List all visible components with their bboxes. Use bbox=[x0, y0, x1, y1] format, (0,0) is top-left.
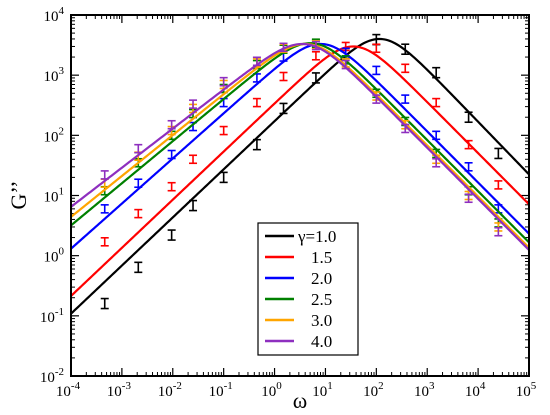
data-point bbox=[279, 42, 288, 53]
x-tick-label: 10-3 bbox=[107, 380, 132, 400]
series-line-2 bbox=[70, 45, 530, 297]
data-point bbox=[134, 143, 143, 154]
data-point bbox=[432, 157, 441, 168]
data-point bbox=[372, 65, 381, 76]
data-point bbox=[372, 94, 381, 104]
series-line-1 bbox=[70, 37, 530, 315]
x-axis-title: ω bbox=[293, 388, 307, 413]
data-point bbox=[252, 97, 261, 108]
data-point bbox=[401, 94, 410, 104]
y-tick-label: 100 bbox=[44, 246, 65, 266]
data-point bbox=[311, 72, 320, 84]
data-point bbox=[189, 154, 198, 165]
data-point bbox=[432, 66, 441, 79]
data-point bbox=[494, 147, 503, 160]
legend-label-2: 1.5 bbox=[311, 248, 332, 267]
y-tick-label: 102 bbox=[44, 125, 65, 145]
x-tick-label: 105 bbox=[516, 380, 537, 400]
legend-label-3: 2.0 bbox=[311, 269, 332, 288]
data-point bbox=[432, 97, 441, 108]
data-point bbox=[252, 56, 261, 67]
data-point bbox=[311, 40, 320, 51]
data-point bbox=[494, 180, 503, 190]
data-point bbox=[219, 125, 228, 136]
data-point bbox=[372, 43, 381, 54]
data-point bbox=[167, 181, 176, 192]
x-tick-label: 100 bbox=[261, 380, 282, 400]
data-point bbox=[219, 76, 228, 87]
data-point bbox=[134, 208, 143, 219]
data-point bbox=[401, 123, 410, 134]
data-point bbox=[464, 139, 473, 150]
x-tick-label: 102 bbox=[363, 380, 384, 400]
data-point bbox=[100, 204, 109, 214]
y-tick-label: 104 bbox=[44, 5, 65, 25]
legend-label-6: 4.0 bbox=[311, 332, 332, 351]
data-point bbox=[167, 119, 176, 130]
legend-label-5: 3.0 bbox=[311, 311, 332, 330]
y-tick-label: 101 bbox=[44, 186, 65, 206]
y-tick-label: 10-2 bbox=[40, 366, 64, 386]
data-point bbox=[134, 261, 143, 274]
data-point bbox=[252, 138, 261, 151]
y-tick-label: 103 bbox=[44, 65, 65, 85]
data-point bbox=[189, 99, 198, 109]
data-point bbox=[464, 161, 473, 172]
x-tick-label: 10-2 bbox=[158, 380, 182, 400]
legend-label-4: 2.5 bbox=[311, 290, 332, 309]
x-tick-label: 10-4 bbox=[56, 380, 81, 400]
data-point bbox=[100, 170, 109, 180]
tick-labels: 10-4 10-3 10-2 10-1 100 101 102 103 104 105 10-2 10… bbox=[40, 5, 537, 400]
data-point bbox=[432, 130, 441, 141]
data-point bbox=[494, 226, 503, 237]
series-layer bbox=[70, 33, 530, 315]
data-point bbox=[219, 171, 228, 184]
data-point bbox=[100, 237, 109, 247]
data-point bbox=[279, 71, 288, 82]
x-tick-label: 103 bbox=[414, 380, 435, 400]
data-point bbox=[100, 297, 109, 310]
series-line-3 bbox=[70, 42, 530, 250]
data-point bbox=[311, 50, 320, 61]
data-point bbox=[189, 199, 198, 212]
series-line-6 bbox=[70, 42, 530, 251]
x-tick-label: 104 bbox=[465, 380, 486, 400]
data-point bbox=[464, 193, 473, 204]
legend-label-1: γ=1.0 bbox=[297, 227, 336, 246]
data-point bbox=[279, 102, 288, 115]
x-tick-label: 101 bbox=[312, 380, 333, 400]
y-axis-title: G’’ bbox=[6, 181, 31, 210]
data-point bbox=[134, 178, 143, 189]
data-point bbox=[401, 43, 410, 56]
y-tick-label: 10-1 bbox=[40, 306, 64, 326]
data-point bbox=[401, 63, 410, 74]
data-point bbox=[341, 59, 350, 70]
legend-box bbox=[257, 222, 359, 356]
data-point bbox=[167, 229, 176, 241]
data-point bbox=[464, 111, 473, 124]
plot-frame bbox=[70, 14, 530, 377]
legend: γ=1.0 1.5 2.0 2.5 3.0 4.0 bbox=[257, 222, 359, 356]
data-point bbox=[167, 149, 176, 160]
x-tick-label: 10-1 bbox=[209, 380, 233, 400]
